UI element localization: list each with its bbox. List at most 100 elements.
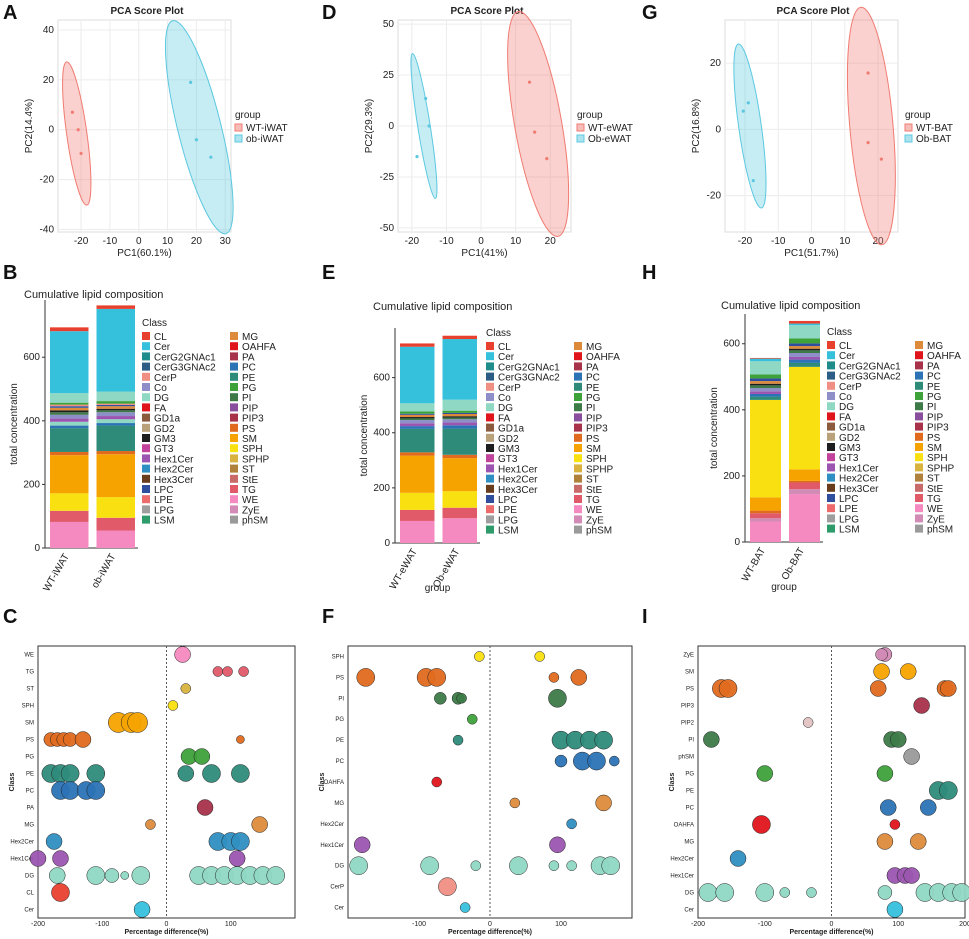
bubble-dg: [470, 860, 482, 871]
y-tick-label: 400: [23, 416, 40, 427]
bar-segment-gm3: [789, 348, 820, 351]
legend-swatch: [915, 351, 923, 360]
legend-swatch: [574, 362, 582, 371]
legend-entry: ob-iWAT: [246, 134, 284, 145]
bar-segment-ps: [442, 454, 477, 459]
legend-swatch: [576, 123, 585, 132]
legend-entry: CL: [154, 332, 167, 343]
y-tick-label: PI: [688, 738, 694, 744]
bubble-cerp: [438, 877, 457, 896]
legend-swatch: [230, 393, 238, 402]
x-tick-label: 200: [959, 921, 969, 928]
legend-entry: GM3: [498, 444, 520, 455]
legend-swatch: [574, 433, 582, 442]
legend-title: group: [905, 110, 931, 121]
legend-entry: GD1a: [154, 414, 181, 425]
bubble-pe: [939, 781, 958, 800]
legend-entry: TG: [927, 494, 941, 505]
legend-entry: Hex1Cer: [839, 463, 879, 474]
bubble-st: [180, 683, 192, 694]
legend-entry: PC: [586, 373, 600, 384]
bubble-hex2cer: [566, 818, 577, 830]
x-tick-label: 100: [892, 921, 904, 928]
y-tick-label: 20: [710, 58, 722, 69]
x-tick-label: ob-iWAT: [90, 552, 118, 590]
legend-swatch: [827, 463, 835, 472]
legend-entry: LSM: [839, 525, 860, 536]
legend-entry: Hex3Cer: [839, 484, 879, 495]
bar-segment-co: [50, 414, 89, 419]
x-axis-label: Percentage difference(%): [124, 929, 208, 936]
bubble-pg: [467, 713, 478, 725]
score-point: [194, 138, 198, 142]
y-tick-label: PC: [336, 759, 345, 765]
x-tick-label: WT-eWAT: [388, 547, 420, 591]
bubble-pe: [231, 764, 250, 783]
bubble-hex1cer: [549, 836, 566, 854]
legend-swatch: [574, 413, 582, 422]
legend-swatch: [827, 361, 835, 370]
legend-entry: Hex3Cer: [498, 485, 538, 496]
legend-swatch: [142, 505, 150, 514]
y-tick-label: Hex1Cer: [10, 857, 34, 863]
bar-segment-hex1cer: [50, 418, 89, 422]
bar-segment-co: [789, 352, 820, 357]
x-tick-label: 10: [510, 236, 522, 247]
bubble-pc: [920, 799, 937, 816]
bar-segment-dg: [50, 421, 89, 426]
x-tick-label: Ob-BAT: [780, 546, 807, 582]
bubble-dg: [806, 887, 817, 898]
legend-swatch: [230, 352, 238, 361]
legend-swatch: [576, 134, 585, 143]
bubble-mg: [509, 797, 521, 809]
legend-entry: CerG3GNAc2: [839, 372, 901, 383]
legend-swatch: [230, 372, 238, 381]
legend-entry: PG: [927, 392, 942, 403]
legend-swatch: [142, 342, 150, 351]
legend-swatch: [486, 464, 494, 473]
bar-segment-lpc: [789, 343, 820, 347]
bubble-oahfa: [889, 819, 901, 830]
chart-title: Cumulative lipid composition: [373, 301, 512, 313]
legend-entry: PE: [927, 382, 941, 393]
legend-entry: OAHFA: [242, 342, 276, 353]
x-tick-label: -200: [31, 921, 45, 928]
y-tick-label: 200: [373, 483, 390, 494]
bubble-pc: [609, 755, 620, 767]
y-tick-label: OAHFA: [324, 780, 344, 786]
legend-entry: WE: [927, 504, 943, 515]
legend-entry: SPH: [586, 454, 607, 465]
bar-segment-pc: [50, 425, 89, 429]
score-point: [427, 124, 431, 128]
bubble-mg: [251, 816, 268, 833]
bar-segment-pc: [96, 423, 135, 426]
legend-swatch: [827, 483, 835, 492]
bubble-dg: [779, 887, 791, 898]
bar-segment-lpc: [750, 378, 781, 382]
bar-segment-co: [96, 412, 135, 417]
legend-swatch: [904, 123, 913, 132]
pca-plot-pca_bat: -20 -10 0 10 20 -20 0 20 PCA Score Plot PC1(51.7%…: [691, 6, 953, 259]
y-tick-label: SM: [25, 721, 34, 727]
bubble-pe: [177, 765, 195, 782]
legend-entry: CerP: [839, 382, 862, 393]
legend-entry: Cer: [839, 351, 856, 362]
bubble-pip3: [913, 697, 930, 714]
y-tick-label: MG: [684, 840, 694, 846]
panel-label-b: B: [3, 262, 18, 284]
legend-swatch: [574, 505, 582, 514]
legend-entry: LPE: [839, 504, 858, 515]
legend-swatch: [574, 372, 582, 381]
bubble-plot-bubble_bat: ZyE SM PS PIP3 PIP2 PI phSM PG PE PC OAHFA MG Hex2Ce…: [669, 645, 969, 936]
legend-entry: PS: [927, 433, 941, 444]
bubble-pg: [756, 765, 773, 782]
bar-segment-cerp: [96, 403, 135, 405]
legend-entry: GT3: [498, 454, 518, 465]
legend-swatch: [915, 402, 923, 411]
legend-swatch: [827, 412, 835, 421]
bubble-tg: [238, 666, 249, 677]
bar-segment-co: [750, 388, 781, 392]
bar-segment-ps: [789, 480, 820, 483]
panel-label-f: F: [322, 606, 335, 628]
